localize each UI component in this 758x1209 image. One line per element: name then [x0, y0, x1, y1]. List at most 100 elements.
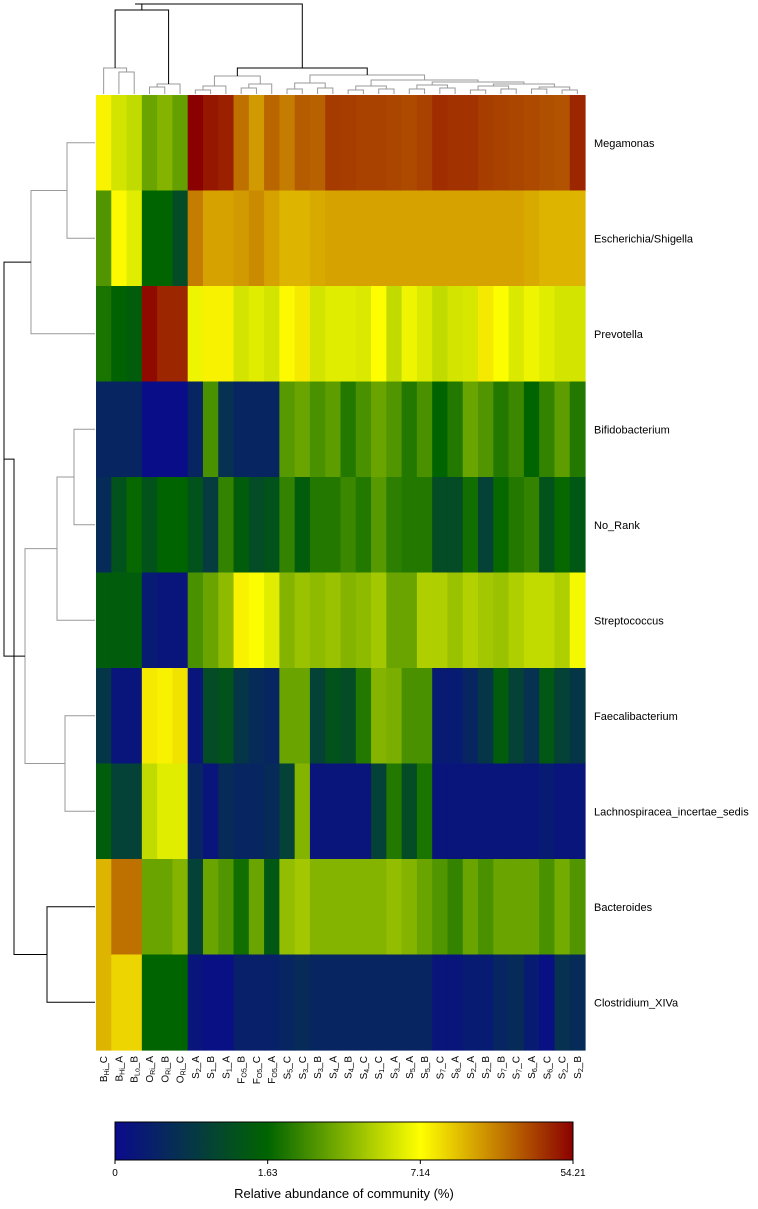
- heatmap-cell-r5-c26: [493, 572, 510, 669]
- column-label-sub: 6: [547, 1069, 554, 1073]
- heatmap-cell-r7-c15: [325, 763, 342, 860]
- heatmap-cell-r8-c4: [157, 859, 174, 956]
- heatmap-cell-r8-c22: [432, 859, 449, 956]
- column-label-main: S: [420, 1072, 431, 1079]
- heatmap-cell-r7-c14: [309, 763, 326, 860]
- heatmap-cell-r8-c17: [355, 859, 372, 956]
- column-label-sub: 3: [303, 1069, 310, 1073]
- column-label-16: S4_B: [344, 1056, 356, 1079]
- column-label-sub: Ri: [150, 1068, 157, 1075]
- heatmap-cell-r8-c10: [248, 859, 265, 956]
- heatmap-cell-r8-c12: [279, 859, 296, 956]
- heatmap-cell-r9-c20: [401, 954, 418, 1051]
- heatmap-cell-r4-c21: [416, 477, 433, 574]
- heatmap-cell-r5-c6: [187, 572, 204, 669]
- heatmap-cell-r0-c28: [523, 95, 540, 192]
- heatmap-cell-r0-c31: [569, 95, 586, 192]
- heatmap-cell-r3-c22: [432, 381, 449, 478]
- column-label-sub: 7: [440, 1069, 447, 1073]
- heatmap-cell-r2-c18: [371, 286, 387, 383]
- heatmap-cell-r1-c20: [401, 190, 418, 287]
- color-scale-ticks: 0 1.63 7.14 54.21: [112, 1160, 586, 1179]
- column-label-sub: 7: [502, 1068, 509, 1072]
- heatmap-cell-r9-c1: [111, 954, 128, 1051]
- heatmap-cell-r0-c3: [141, 95, 158, 192]
- column-label-suffix: _C: [542, 1056, 553, 1070]
- heatmap-cell-r4-c22: [432, 477, 449, 574]
- heatmap-cell-r7-c28: [523, 763, 540, 860]
- column-label-9: FO5_B: [237, 1056, 249, 1084]
- heatmap-cell-r4-c15: [325, 477, 342, 574]
- column-label-main: B: [99, 1075, 110, 1082]
- heatmap-cell-r4-c0: [96, 477, 112, 574]
- heatmap-cell-r6-c22: [432, 668, 449, 765]
- heatmap-cell-r4-c20: [401, 477, 418, 574]
- column-label-main: O: [160, 1075, 171, 1083]
- heatmap-cell-r8-c6: [187, 859, 204, 956]
- heatmap-cell-r0-c15: [325, 95, 342, 192]
- heatmap-cell-r4-c30: [554, 477, 571, 574]
- column-label-main: S: [390, 1072, 401, 1079]
- heatmap-cell-r6-c8: [218, 668, 235, 765]
- heatmap-cell-r6-c9: [233, 668, 250, 765]
- column-label-sub: 7: [517, 1069, 524, 1073]
- column-label-suffix: _C: [435, 1056, 446, 1070]
- heatmap-cell-r8-c19: [386, 859, 403, 956]
- column-label-suffix: _C: [176, 1056, 187, 1070]
- column-label-sub: Ri: [165, 1068, 172, 1075]
- heatmap-cell-r5-c18: [371, 572, 387, 669]
- heatmap-cell-r8-c20: [401, 859, 418, 956]
- heatmap-cell-r6-c15: [325, 668, 342, 765]
- heatmap-cell-r4-c14: [309, 477, 326, 574]
- heatmap-cell-r9-c4: [157, 954, 174, 1051]
- heatmap-cell-r4-c5: [172, 477, 189, 574]
- heatmap-cell-r7-c29: [539, 763, 556, 860]
- heatmap-cell-r4-c31: [569, 477, 586, 574]
- column-label-suffix: _B: [130, 1056, 141, 1070]
- heatmap-cell-r3-c14: [309, 381, 326, 478]
- heatmap-cell-r3-c13: [294, 381, 311, 478]
- heatmap-cell-r5-c13: [294, 572, 311, 669]
- heatmap-cell-r0-c17: [355, 95, 372, 192]
- heatmap-cell-r4-c1: [111, 477, 128, 574]
- heatmap-cell-r6-c1: [111, 668, 128, 765]
- heatmap-cell-r2-c14: [309, 286, 326, 383]
- heatmap-cell-r2-c23: [447, 286, 464, 383]
- heatmap-cell-r8-c21: [416, 859, 433, 956]
- heatmap-cell-r8-c16: [340, 859, 357, 956]
- heatmap-cell-r6-c18: [371, 668, 387, 765]
- heatmap-cell-r3-c1: [111, 381, 128, 478]
- heatmap-cell-r3-c2: [126, 381, 143, 478]
- row-label-2: Prevotella: [594, 329, 644, 341]
- heatmap-cell-r0-c8: [218, 95, 235, 192]
- heatmap-cell-r6-c6: [187, 668, 204, 765]
- heatmap-cell-r6-c4: [157, 668, 174, 765]
- column-label-sub: 1: [379, 1069, 386, 1073]
- heatmap-cell-r9-c2: [126, 954, 143, 1051]
- heatmap-cell-r5-c12: [279, 572, 296, 669]
- heatmap-cell-r1-c28: [523, 190, 540, 287]
- heatmap-cell-r7-c21: [416, 763, 433, 860]
- column-label-suffix: _A: [328, 1056, 339, 1070]
- column-label-5: ORi_C: [176, 1056, 188, 1083]
- column-label-sub: 1: [211, 1068, 218, 1072]
- heatmap-cell-r2-c2: [126, 286, 143, 383]
- heatmap-cell-r5-c14: [309, 572, 326, 669]
- heatmap-cell-r7-c9: [233, 763, 250, 860]
- heatmap-cell-r2-c27: [508, 286, 525, 383]
- column-label-11: FO5_A: [267, 1056, 279, 1084]
- heatmap-cell-r7-c30: [554, 763, 571, 860]
- heatmap-cell-r0-c20: [401, 95, 418, 192]
- heatmap-cell-r1-c22: [432, 190, 449, 287]
- heatmap-cell-r7-c20: [401, 763, 418, 860]
- column-label-suffix: _A: [114, 1056, 125, 1070]
- heatmap-cell-r8-c28: [523, 859, 540, 956]
- color-scale-bar: [114, 1121, 574, 1161]
- row-label-1: Escherichia/Shigella: [594, 233, 694, 245]
- column-label-suffix: _A: [221, 1056, 232, 1070]
- heatmap-cell-r3-c17: [355, 381, 372, 478]
- column-label-main: S: [328, 1072, 339, 1079]
- column-label-sub: 1: [226, 1068, 233, 1072]
- heatmap-cell-r5-c9: [233, 572, 250, 669]
- heatmap-cell-r3-c21: [416, 381, 433, 478]
